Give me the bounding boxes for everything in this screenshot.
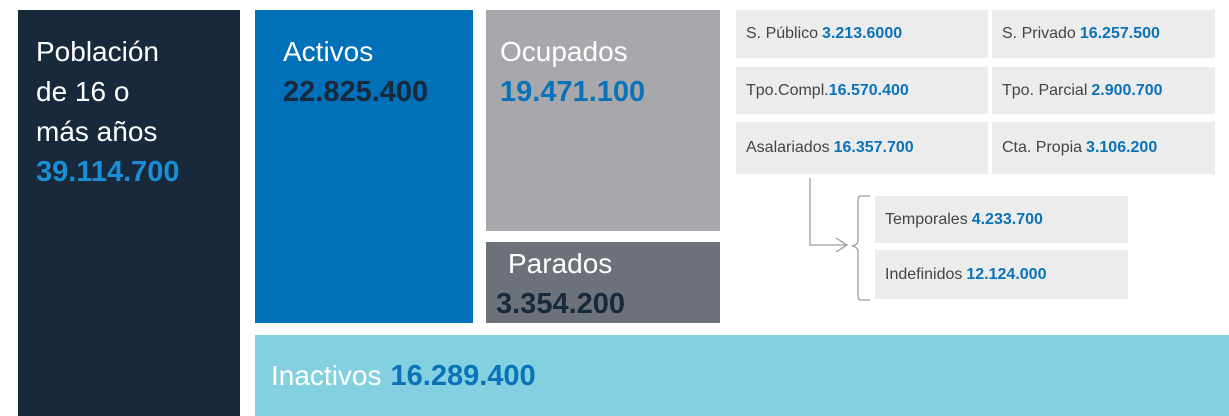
poblacion-box: Población de 16 o más años 39.114.700 — [18, 10, 240, 416]
poblacion-label: de 16 o — [36, 76, 130, 107]
cell-value: 3.213.6000 — [822, 25, 903, 42]
cell-label: Cta. Propia — [1002, 139, 1083, 156]
ocupados-value: 19.471.100 — [500, 76, 646, 108]
parados-box: Parados 3.354.200 — [486, 242, 720, 323]
cell-label: Asalariados — [746, 139, 830, 156]
breakdown-cell: Cta. Propia 3.106.200 — [992, 122, 1215, 174]
cell-label: Indefinidos — [885, 265, 963, 283]
breakdown-cell: Tpo. Parcial 2.900.700 — [992, 67, 1215, 114]
poblacion-value: 39.114.700 — [36, 156, 180, 188]
inactivos-value: 16.289.400 — [390, 359, 536, 392]
cell-label: Temporales — [885, 210, 968, 228]
breakdown-cell: S. Público 3.213.6000 — [736, 10, 988, 58]
cell-value: 16.257.500 — [1079, 25, 1160, 42]
bracket — [851, 195, 870, 301]
asalariados-cell: Temporales 4.233.700 — [875, 196, 1128, 243]
arrow-head — [835, 237, 849, 253]
breakdown-cell: Asalariados 16.357.700 — [736, 122, 988, 174]
cell-value: 12.124.000 — [966, 265, 1047, 283]
poblacion-label: Población — [36, 36, 159, 67]
cell-value: 2.900.700 — [1091, 81, 1163, 99]
inactivos-box: Inactivos 16.289.400 — [255, 335, 1229, 416]
inactivos-label: Inactivos — [271, 359, 382, 391]
ocupados-label: Ocupados — [500, 36, 628, 67]
cell-value: 3.106.200 — [1086, 139, 1158, 156]
cell-value: 4.233.700 — [971, 210, 1043, 228]
parados-label: Parados — [508, 248, 613, 279]
cell-label: Tpo. Parcial — [1002, 81, 1088, 99]
breakdown-cell: Tpo.Compl. 16.570.400 — [736, 67, 988, 114]
cell-value: 16.570.400 — [828, 81, 909, 99]
activos-value: 22.825.400 — [283, 76, 429, 108]
parados-value: 3.354.200 — [496, 288, 626, 320]
arrow-line — [809, 178, 846, 246]
poblacion-label: más años — [36, 116, 158, 147]
activos-label: Activos — [283, 36, 374, 67]
cell-label: Tpo.Compl. — [746, 81, 829, 99]
breakdown-cell: S. Privado 16.257.500 — [992, 10, 1215, 58]
ocupados-box: Ocupados 19.471.100 — [486, 10, 720, 231]
cell-label: S. Privado — [1002, 25, 1076, 42]
activos-box: Activos 22.825.400 — [255, 10, 473, 323]
asalariados-cell: Indefinidos 12.124.000 — [875, 250, 1128, 299]
cell-label: S. Público — [746, 25, 819, 42]
cell-value: 16.357.700 — [833, 139, 914, 156]
